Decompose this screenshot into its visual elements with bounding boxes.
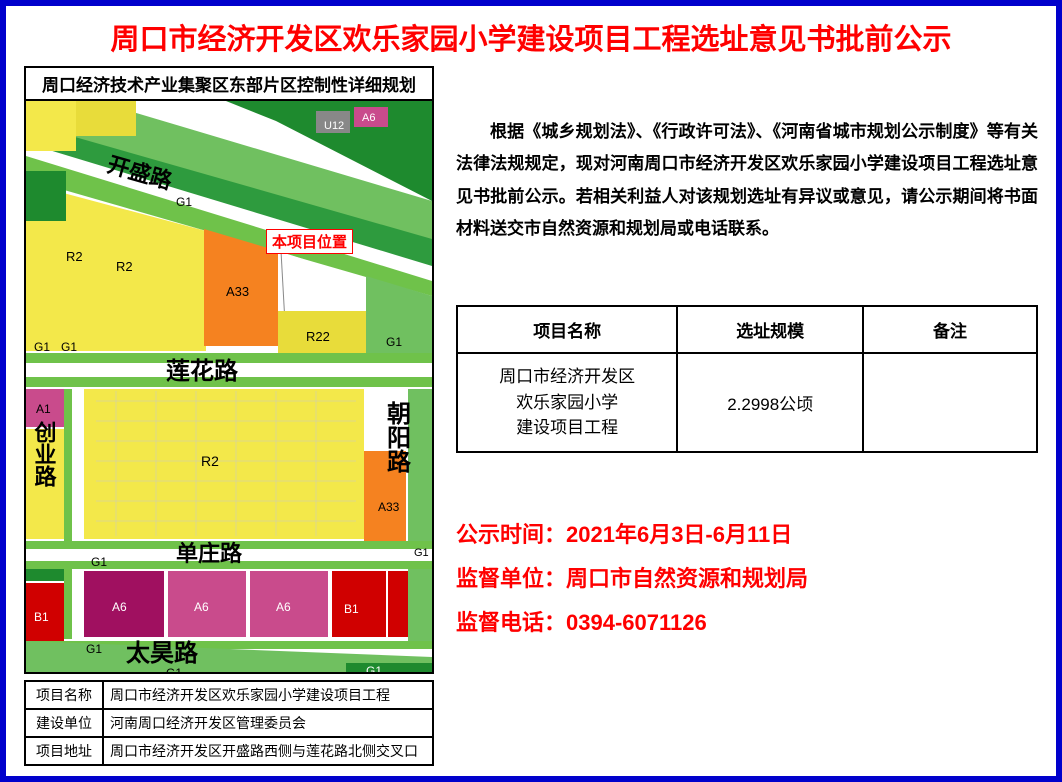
svg-text:R2: R2 bbox=[201, 453, 219, 469]
project-info-table: 项目名称 周口市经济开发区欢乐家园小学建设项目工程 建设单位 河南周口经济开发区… bbox=[24, 680, 434, 766]
svg-text:G1: G1 bbox=[61, 340, 77, 354]
road-label: 单庄路 bbox=[176, 541, 243, 566]
footer-time-row: 公示时间：2021年6月3日-6月11日 bbox=[456, 513, 1038, 557]
svg-text:G1: G1 bbox=[366, 664, 382, 672]
svg-text:R2: R2 bbox=[66, 249, 83, 264]
info-row: 建设单位 河南周口经济开发区管理委员会 bbox=[25, 709, 433, 737]
map-canvas: 开盛路 莲花路 创业路 朝阳路 单庄路 太昊路 R2 R2 A33 R22 G1… bbox=[26, 101, 432, 672]
svg-text:G1: G1 bbox=[414, 547, 429, 559]
svg-text:G1: G1 bbox=[86, 642, 102, 656]
project-location-marker: 本项目位置 bbox=[266, 229, 353, 254]
svg-text:A6: A6 bbox=[112, 600, 127, 614]
document-frame: 周口市经济开发区欢乐家园小学建设项目工程选址意见书批前公示 周口经济技术产业集聚… bbox=[0, 0, 1062, 782]
zoning-map-svg: 开盛路 莲花路 创业路 朝阳路 单庄路 太昊路 R2 R2 A33 R22 G1… bbox=[26, 101, 432, 672]
road-label: 莲花路 bbox=[166, 357, 239, 385]
footer-tel-row: 监督电话：0394-6071126 bbox=[456, 601, 1038, 645]
svg-text:B1: B1 bbox=[344, 602, 359, 616]
info-label: 建设单位 bbox=[25, 709, 103, 737]
spec-header: 选址规模 bbox=[677, 306, 863, 353]
main-content-row: 周口经济技术产业集聚区东部片区控制性详细规划 bbox=[24, 66, 1038, 766]
footer-label: 监督单位： bbox=[456, 566, 566, 591]
footer-label: 公示时间： bbox=[456, 522, 566, 547]
svg-text:A6: A6 bbox=[276, 600, 291, 614]
road-label: 朝阳路 bbox=[383, 401, 411, 473]
info-row: 项目名称 周口市经济开发区欢乐家园小学建设项目工程 bbox=[25, 681, 433, 709]
svg-text:A33: A33 bbox=[378, 500, 400, 514]
footer-block: 公示时间：2021年6月3日-6月11日 监督单位：周口市自然资源和规划局 监督… bbox=[456, 513, 1038, 645]
info-value: 河南周口经济开发区管理委员会 bbox=[103, 709, 433, 737]
map-container: 周口经济技术产业集聚区东部片区控制性详细规划 bbox=[24, 66, 434, 674]
svg-text:R2: R2 bbox=[116, 259, 133, 274]
svg-text:A6: A6 bbox=[194, 600, 209, 614]
road-label: 创业路 bbox=[32, 421, 58, 487]
spec-header-row: 项目名称 选址规模 备注 bbox=[457, 306, 1037, 353]
svg-text:A33: A33 bbox=[226, 284, 249, 299]
spec-table: 项目名称 选址规模 备注 周口市经济开发区 欢乐家园小学 建设项目工程 2.29… bbox=[456, 305, 1038, 453]
spec-project-name: 周口市经济开发区 欢乐家园小学 建设项目工程 bbox=[457, 353, 677, 452]
spec-header: 项目名称 bbox=[457, 306, 677, 353]
footer-label: 监督电话： bbox=[456, 610, 566, 635]
left-column: 周口经济技术产业集聚区东部片区控制性详细规划 bbox=[24, 66, 434, 766]
spec-header: 备注 bbox=[863, 306, 1037, 353]
spec-scale: 2.2998公顷 bbox=[677, 353, 863, 452]
svg-text:R22: R22 bbox=[306, 329, 330, 344]
svg-text:G1: G1 bbox=[176, 195, 192, 209]
footer-org-row: 监督单位：周口市自然资源和规划局 bbox=[456, 557, 1038, 601]
name-line: 欢乐家园小学 bbox=[516, 393, 618, 412]
svg-text:G1: G1 bbox=[34, 340, 50, 354]
info-value: 周口市经济开发区开盛路西侧与莲花路北侧交叉口 bbox=[103, 737, 433, 765]
info-label: 项目名称 bbox=[25, 681, 103, 709]
info-row: 项目地址 周口市经济开发区开盛路西侧与莲花路北侧交叉口 bbox=[25, 737, 433, 765]
footer-value: 0394-6071126 bbox=[566, 610, 707, 635]
road-label: 太昊路 bbox=[126, 639, 199, 667]
description-paragraph: 根据《城乡规划法》、《行政许可法》、《河南省城市规划公示制度》等有关法律法规规定… bbox=[456, 116, 1038, 245]
svg-text:B1: B1 bbox=[34, 610, 49, 624]
footer-value: 周口市自然资源和规划局 bbox=[566, 566, 808, 591]
svg-text:G1: G1 bbox=[166, 666, 182, 672]
name-line: 周口市经济开发区 bbox=[499, 367, 635, 386]
svg-text:A6: A6 bbox=[362, 112, 375, 124]
info-value: 周口市经济开发区欢乐家园小学建设项目工程 bbox=[103, 681, 433, 709]
spec-data-row: 周口市经济开发区 欢乐家园小学 建设项目工程 2.2998公顷 bbox=[457, 353, 1037, 452]
page-title: 周口市经济开发区欢乐家园小学建设项目工程选址意见书批前公示 bbox=[24, 16, 1038, 58]
right-column: 根据《城乡规划法》、《行政许可法》、《河南省城市规划公示制度》等有关法律法规规定… bbox=[456, 66, 1038, 766]
svg-text:A1: A1 bbox=[36, 402, 51, 416]
footer-value: 2021年6月3日-6月11日 bbox=[566, 522, 792, 547]
name-line: 建设项目工程 bbox=[516, 418, 618, 437]
svg-text:G1: G1 bbox=[386, 335, 402, 349]
spec-remark bbox=[863, 353, 1037, 452]
info-label: 项目地址 bbox=[25, 737, 103, 765]
svg-text:G1: G1 bbox=[91, 555, 107, 569]
map-caption: 周口经济技术产业集聚区东部片区控制性详细规划 bbox=[26, 68, 432, 101]
svg-text:U12: U12 bbox=[324, 120, 344, 132]
